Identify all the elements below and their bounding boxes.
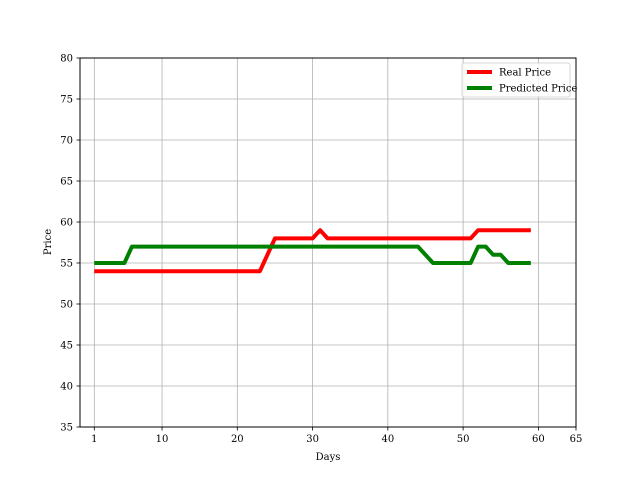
x-tick-label: 20 (231, 434, 244, 445)
legend-label-real-price: Real Price (499, 68, 551, 79)
x-tick-label: 40 (381, 434, 394, 445)
y-tick-label: 60 (60, 218, 73, 229)
y-tick-label: 75 (60, 95, 73, 106)
x-tick-label: 65 (570, 434, 583, 445)
plot-frame (79, 57, 577, 428)
x-tick-label: 1 (91, 434, 97, 445)
y-tick-label: 70 (60, 136, 73, 147)
y-axis-ticks: 35 40 45 50 55 60 65 70 75 80 (60, 54, 80, 434)
y-tick-label: 50 (60, 300, 73, 311)
x-tick-label: 30 (306, 434, 319, 445)
series-line-predicted-price (94, 244, 531, 265)
y-tick-label: 35 (60, 423, 73, 434)
y-tick-label: 40 (60, 382, 73, 393)
x-tick-label: 60 (532, 434, 545, 445)
y-tick-label: 55 (60, 259, 73, 270)
y-tick-label: 80 (60, 54, 73, 65)
grid-lines (80, 57, 577, 428)
series-lines (94, 228, 531, 274)
y-tick-label: 65 (60, 177, 73, 188)
x-axis-label: Days (316, 452, 341, 463)
y-tick-label: 45 (60, 341, 73, 352)
series-line-real-price (94, 228, 531, 274)
legend: Real Price Predicted Price (461, 62, 577, 98)
x-axis-ticks: 1 10 20 30 40 50 60 65 (91, 427, 582, 445)
legend-label-predicted-price: Predicted Price (499, 84, 577, 95)
y-axis-label: Price (43, 229, 54, 255)
x-tick-label: 50 (457, 434, 470, 445)
x-tick-label: 10 (156, 434, 169, 445)
